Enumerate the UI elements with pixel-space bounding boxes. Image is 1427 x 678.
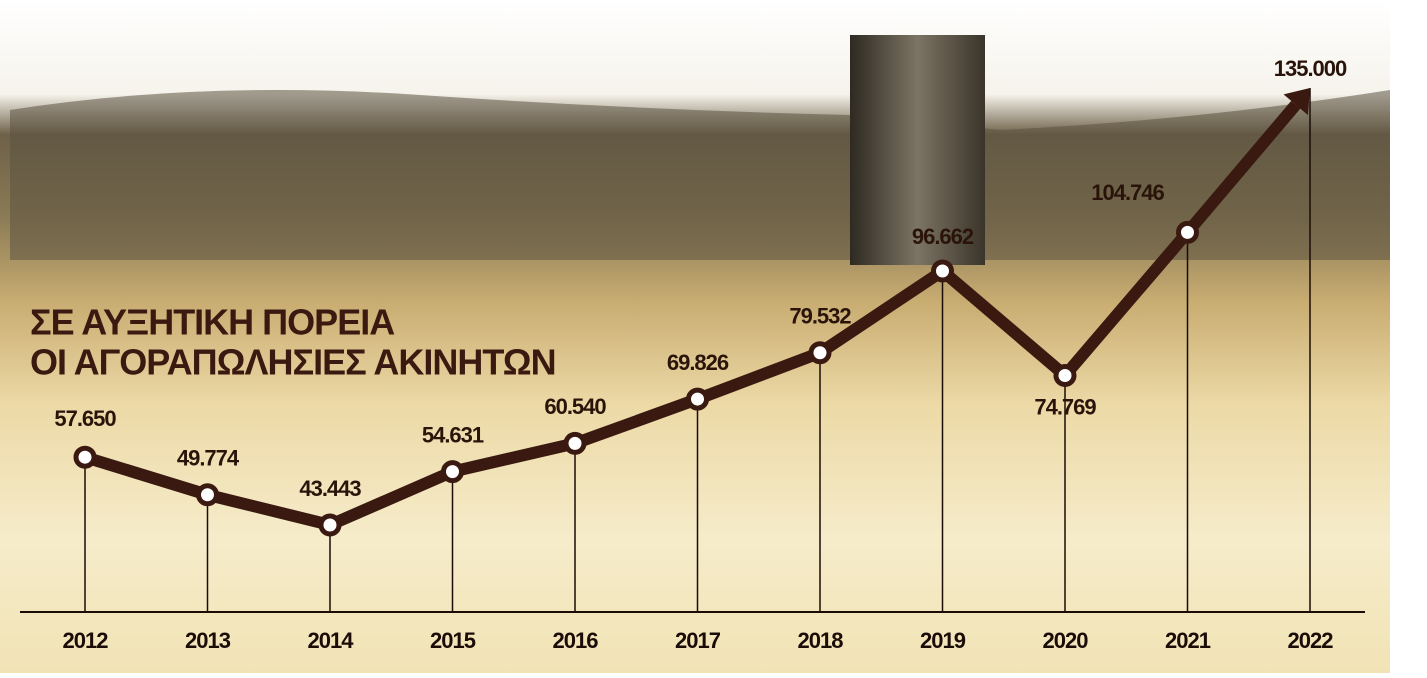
value-label: 79.532	[789, 304, 851, 329]
value-label: 104.746	[1091, 180, 1164, 205]
data-point	[689, 390, 707, 408]
x-tick-label: 2019	[920, 628, 966, 653]
data-point	[321, 516, 339, 534]
x-tick-label: 2012	[63, 628, 109, 653]
value-label: 135.000	[1274, 56, 1347, 81]
x-tick-label: 2014	[308, 628, 355, 653]
value-label: 54.631	[422, 422, 484, 447]
value-label: 49.774	[177, 446, 240, 471]
value-label: 43.443	[299, 476, 361, 501]
data-point	[199, 486, 217, 504]
value-label: 57.650	[54, 406, 116, 431]
x-tick-label: 2013	[185, 628, 231, 653]
x-tick-label: 2021	[1165, 628, 1211, 653]
data-point	[1056, 366, 1074, 384]
x-tick-label: 2017	[675, 628, 721, 653]
data-point	[811, 344, 829, 362]
value-label: 74.769	[1034, 394, 1096, 419]
data-point	[76, 448, 94, 466]
page: {"chart_data": { "type": "line", "title"…	[0, 0, 1427, 673]
data-point	[934, 262, 952, 280]
x-tick-label: 2018	[798, 628, 844, 653]
chart-title: ΣΕ ΑΥΞΗΤΙΚΗ ΠΟΡΕΙΑ	[30, 302, 395, 343]
data-point	[566, 434, 584, 452]
data-point	[1179, 223, 1197, 241]
value-label: 69.826	[667, 350, 729, 375]
x-tick-label: 2020	[1043, 628, 1089, 653]
x-tick-label: 2015	[430, 628, 476, 653]
value-label: 60.540	[544, 394, 606, 419]
x-tick-label: 2016	[553, 628, 599, 653]
data-point	[444, 463, 462, 481]
chart: ΣΕ ΑΥΞΗΤΙΚΗ ΠΟΡΕΙΑ ΟΙ ΑΓΟΡΑΠΩΛΗΣΙΕΣ ΑΚΙΝ…	[0, 0, 1427, 673]
value-label: 96.662	[912, 224, 974, 249]
right-margin	[1390, 0, 1427, 673]
x-tick-label: 2022	[1288, 628, 1334, 653]
chart-subtitle: ΟΙ ΑΓΟΡΑΠΩΛΗΣΙΕΣ ΑΚΙΝΗΤΩΝ	[30, 342, 556, 383]
